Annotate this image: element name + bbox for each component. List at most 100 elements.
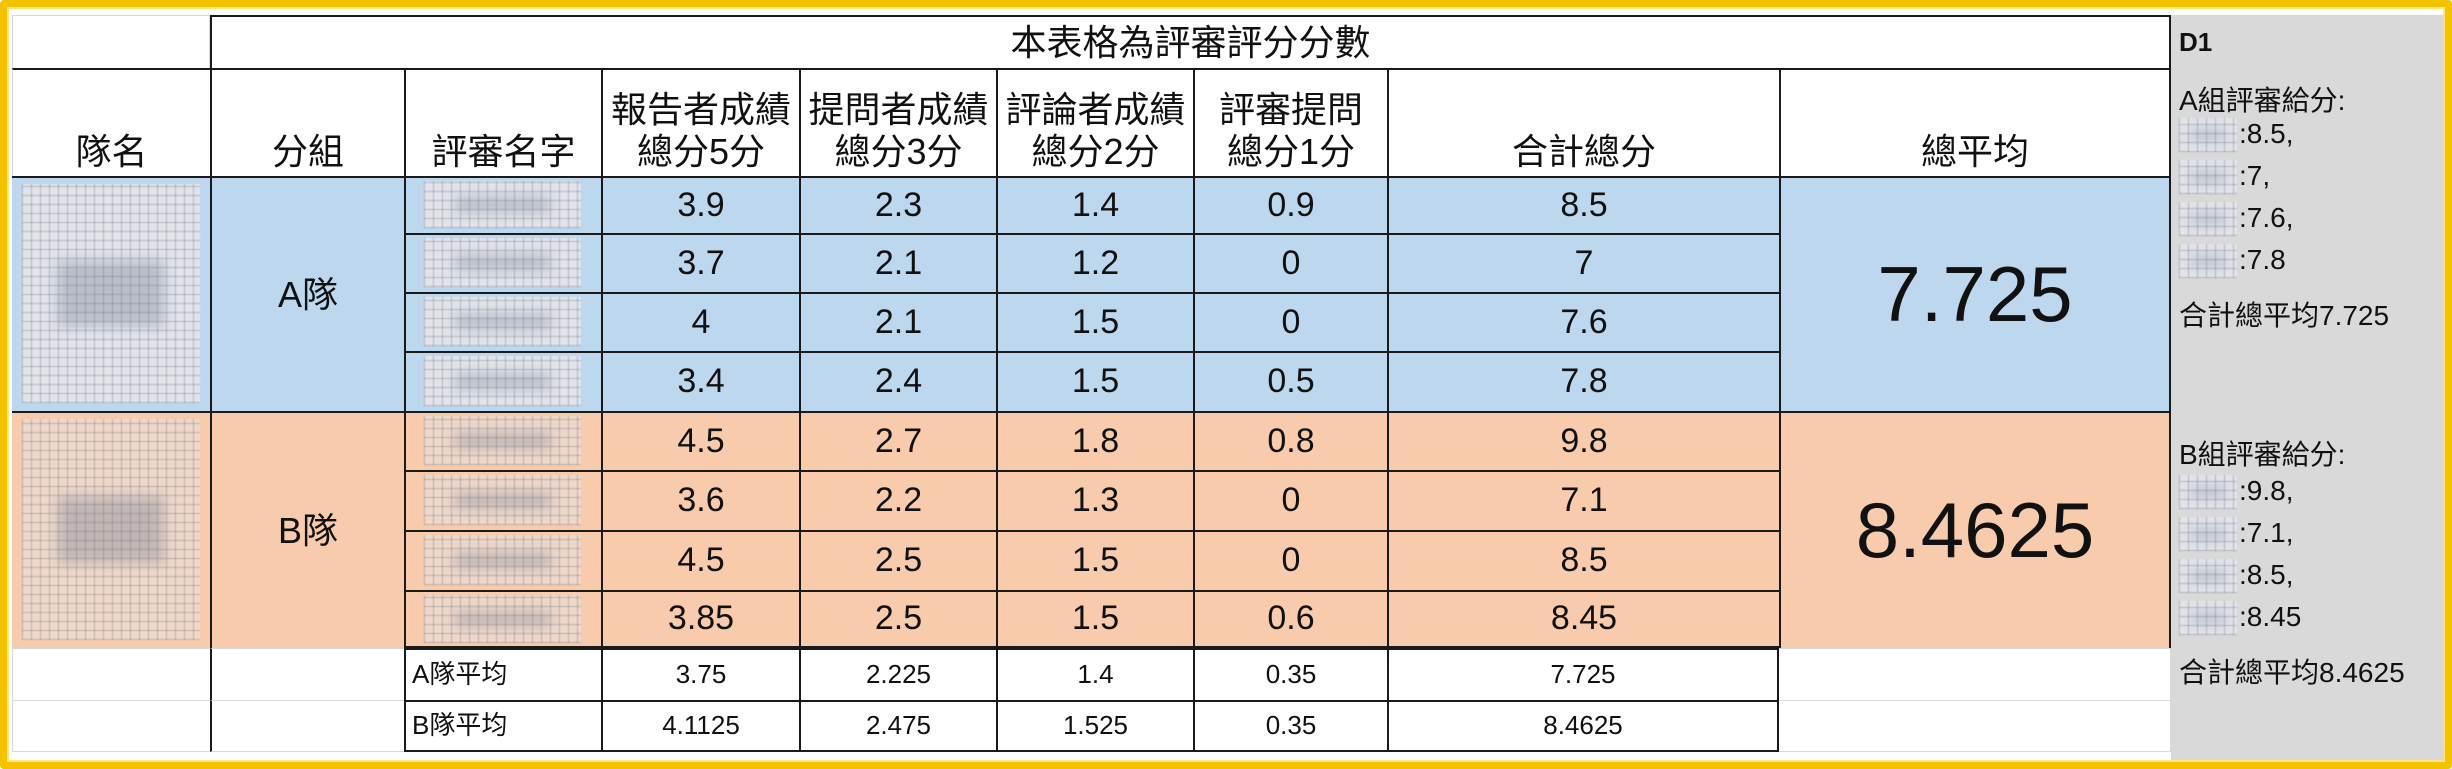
comment-a-score: :8.5, <box>2239 118 2294 149</box>
blank-cell <box>210 700 404 752</box>
redacted-judge-name <box>2179 118 2237 152</box>
questioner-score: 2.2 <box>799 470 996 530</box>
comment-cell-ref: D1 <box>2179 27 2213 57</box>
judge-question-score: 0.8 <box>1193 411 1387 470</box>
reporter-score: 4 <box>601 292 799 351</box>
questioner-score: 2.1 <box>799 292 996 351</box>
comment-a-score: :7.6, <box>2239 202 2294 233</box>
judge-question-header: 評審提問 總分1分 <box>1193 68 1387 176</box>
comment-b-score: :9.8, <box>2239 475 2294 506</box>
total-score: 7.1 <box>1387 470 1779 530</box>
judge-question-score: 0 <box>1193 470 1387 530</box>
commenter-score: 1.8 <box>996 411 1193 470</box>
redacted-name <box>22 184 200 403</box>
average-row-label: A隊平均 <box>404 648 601 700</box>
blank-cell <box>1779 700 2171 752</box>
questioner-score: 2.1 <box>799 233 996 292</box>
corner-blank <box>12 15 210 68</box>
commenter-score: 1.5 <box>996 351 1193 411</box>
group-header: 分組 <box>210 68 404 176</box>
avg-total: 7.725 <box>1387 648 1779 700</box>
avg-judge-question: 0.35 <box>1193 648 1387 700</box>
comment-a-total: 合計總平均7.725 <box>2179 300 2390 331</box>
redacted-judge-name <box>2179 202 2237 236</box>
redacted-name <box>424 595 581 643</box>
redacted-judge-name <box>2179 559 2237 593</box>
total-score: 7.8 <box>1387 351 1779 411</box>
commenter-score: 1.3 <box>996 470 1193 530</box>
commenter-score: 1.5 <box>996 530 1193 590</box>
comment-panel: D1 A組評審給分: :8.5, :7, :7.6, :7.8 合計總平均7.7… <box>2171 15 2444 760</box>
group-label: B隊 <box>210 411 404 648</box>
total-score: 7 <box>1387 233 1779 292</box>
blank-cell <box>12 648 210 700</box>
group-average: 7.725 <box>1779 176 2171 411</box>
comment-b-title: B組評審給分: <box>2179 439 2346 470</box>
reporter-score: 3.9 <box>601 176 799 233</box>
avg-commenter: 1.4 <box>996 648 1193 700</box>
redacted-judge-name <box>2179 160 2237 194</box>
redacted-name <box>424 297 581 346</box>
redacted-name <box>424 535 581 585</box>
questioner-score-header: 提問者成績 總分3分 <box>799 68 996 176</box>
judge-question-score: 0 <box>1193 233 1387 292</box>
reporter-score: 4.5 <box>601 530 799 590</box>
total-score: 8.5 <box>1387 530 1779 590</box>
judge-question-score: 0.9 <box>1193 176 1387 233</box>
commenter-score: 1.2 <box>996 233 1193 292</box>
commenter-score: 1.4 <box>996 176 1193 233</box>
questioner-score: 2.3 <box>799 176 996 233</box>
questioner-score: 2.4 <box>799 351 996 411</box>
commenter-score: 1.5 <box>996 590 1193 648</box>
avg-reporter: 3.75 <box>601 648 799 700</box>
avg-reporter: 4.1125 <box>601 700 799 752</box>
judge-question-score: 0.5 <box>1193 351 1387 411</box>
judge-question-score: 0 <box>1193 530 1387 590</box>
redacted-name <box>424 356 581 406</box>
avg-commenter: 1.525 <box>996 700 1193 752</box>
reporter-score-header: 報告者成績 總分5分 <box>601 68 799 176</box>
redacted-name <box>424 416 581 465</box>
redacted-name <box>424 475 581 525</box>
redacted-judge-name <box>2179 475 2237 509</box>
comment-a-score: :7, <box>2239 160 2271 191</box>
reporter-score: 3.7 <box>601 233 799 292</box>
avg-questioner: 2.225 <box>799 648 996 700</box>
average-header: 總平均 <box>1779 68 2171 176</box>
table-title: 本表格為評審評分分數 <box>210 15 2171 68</box>
reporter-score: 4.5 <box>601 411 799 470</box>
questioner-score: 2.7 <box>799 411 996 470</box>
redacted-judge-name <box>2179 517 2237 551</box>
group-average: 8.4625 <box>1779 411 2171 648</box>
group-label: A隊 <box>210 176 404 411</box>
comment-b-total: 合計總平均8.4625 <box>2179 657 2405 688</box>
blank-cell <box>210 648 404 700</box>
redacted-name <box>22 419 200 640</box>
comment-a-score: :7.8 <box>2239 244 2286 275</box>
comment-b-score: :8.45 <box>2239 601 2302 632</box>
redacted-judge-name <box>2179 244 2237 278</box>
questioner-score: 2.5 <box>799 530 996 590</box>
reporter-score: 3.6 <box>601 470 799 530</box>
total-score: 8.45 <box>1387 590 1779 648</box>
redacted-name <box>424 181 581 228</box>
reporter-score: 3.4 <box>601 351 799 411</box>
total-score: 8.5 <box>1387 176 1779 233</box>
blank-cell <box>1779 648 2171 700</box>
comment-b-score: :7.1, <box>2239 517 2294 548</box>
comment-b-score: :8.5, <box>2239 559 2294 590</box>
avg-judge-question: 0.35 <box>1193 700 1387 752</box>
total-score: 9.8 <box>1387 411 1779 470</box>
questioner-score: 2.5 <box>799 590 996 648</box>
average-row-label: B隊平均 <box>404 700 601 752</box>
avg-questioner: 2.475 <box>799 700 996 752</box>
total-score-header: 合計總分 <box>1387 68 1779 176</box>
redacted-name <box>424 238 581 287</box>
judge-question-score: 0.6 <box>1193 590 1387 648</box>
team-name-header: 隊名 <box>12 68 210 176</box>
commenter-score: 1.5 <box>996 292 1193 351</box>
avg-total: 8.4625 <box>1387 700 1779 752</box>
comment-a-title: A組評審給分: <box>2179 85 2346 116</box>
commenter-score-header: 評論者成績 總分2分 <box>996 68 1193 176</box>
